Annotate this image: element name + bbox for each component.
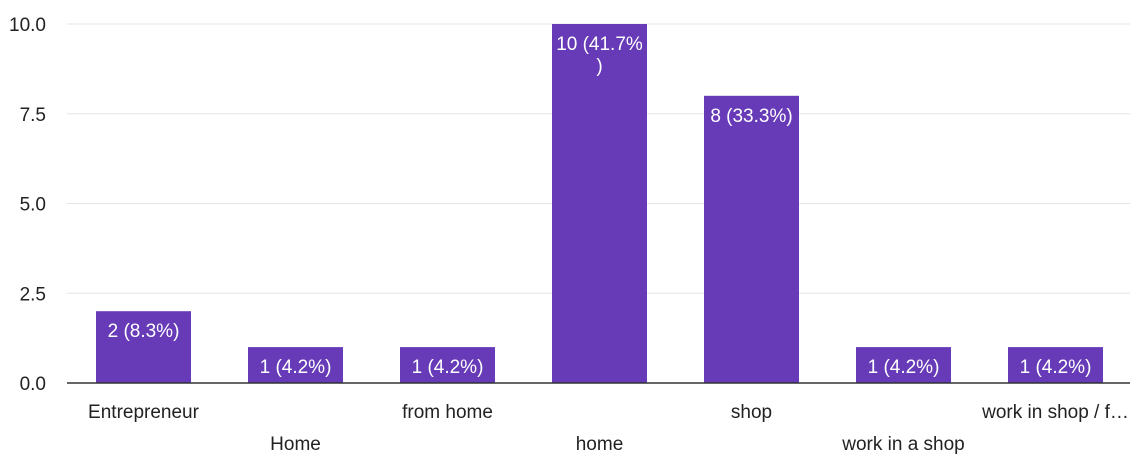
bar bbox=[856, 347, 951, 383]
y-tick-label: 0.0 bbox=[20, 374, 46, 395]
x-category-label: home bbox=[576, 434, 624, 455]
bar-data-label: 1 (4.2%) bbox=[260, 357, 332, 378]
bar-data-label: 2 (8.3%) bbox=[108, 321, 180, 342]
y-tick-label: 5.0 bbox=[20, 195, 46, 216]
x-category-label: work in shop / f… bbox=[981, 402, 1129, 423]
x-category-label: Home bbox=[270, 434, 321, 455]
bar-data-label: 8 (33.3%) bbox=[710, 106, 792, 127]
bar-data-label: 10 (41.7%) bbox=[556, 34, 643, 77]
bar-data-label: 1 (4.2%) bbox=[412, 357, 484, 378]
bar bbox=[400, 347, 495, 383]
bar-data-label-line: 1 (4.2%) bbox=[1020, 357, 1092, 378]
bar bbox=[96, 311, 191, 383]
x-axis-category-labels: Entrepreneur Home from home home shop work in… bbox=[88, 402, 1129, 455]
y-tick-label: 7.5 bbox=[20, 105, 46, 126]
bar bbox=[704, 95, 799, 384]
x-category-label: shop bbox=[731, 402, 772, 423]
bars bbox=[96, 24, 1103, 384]
bar bbox=[552, 24, 647, 383]
x-category-label: Entrepreneur bbox=[88, 402, 200, 423]
bar-data-label-line: 2 (8.3%) bbox=[108, 321, 180, 342]
bar-data-label: 1 (4.2%) bbox=[1020, 357, 1092, 378]
y-axis-ticks: 0.0 2.5 5.0 7.5 10.0 bbox=[9, 15, 46, 395]
x-category-label: from home bbox=[402, 402, 493, 423]
y-tick-label: 10.0 bbox=[9, 15, 46, 36]
x-category-label: work in a shop bbox=[841, 434, 965, 455]
bar-data-label-line: 10 (41.7% bbox=[556, 34, 643, 55]
bar-data-label-line: 1 (4.2%) bbox=[260, 357, 332, 378]
bar bbox=[1008, 347, 1103, 383]
bar-data-label-line: 1 (4.2%) bbox=[868, 357, 940, 378]
y-tick-label: 2.5 bbox=[20, 284, 46, 305]
bar-data-label-line: ) bbox=[596, 56, 602, 77]
bar-data-labels: 2 (8.3%) 1 (4.2%) 1 (4.2%) 10 (41.7%) 8 (33.… bbox=[108, 34, 1092, 378]
bar-data-label-line: 1 (4.2%) bbox=[412, 357, 484, 378]
bar-data-label-line: 8 (33.3%) bbox=[710, 106, 792, 127]
bar bbox=[248, 347, 343, 383]
bar-data-label: 1 (4.2%) bbox=[868, 357, 940, 378]
